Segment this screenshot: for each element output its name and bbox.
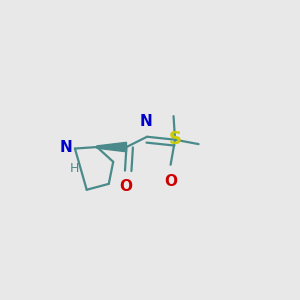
Text: N: N bbox=[60, 140, 73, 155]
Text: N: N bbox=[140, 114, 153, 129]
Polygon shape bbox=[97, 142, 126, 152]
Text: S: S bbox=[169, 130, 182, 148]
Text: O: O bbox=[119, 179, 132, 194]
Text: O: O bbox=[164, 174, 177, 189]
Text: H: H bbox=[69, 162, 79, 175]
